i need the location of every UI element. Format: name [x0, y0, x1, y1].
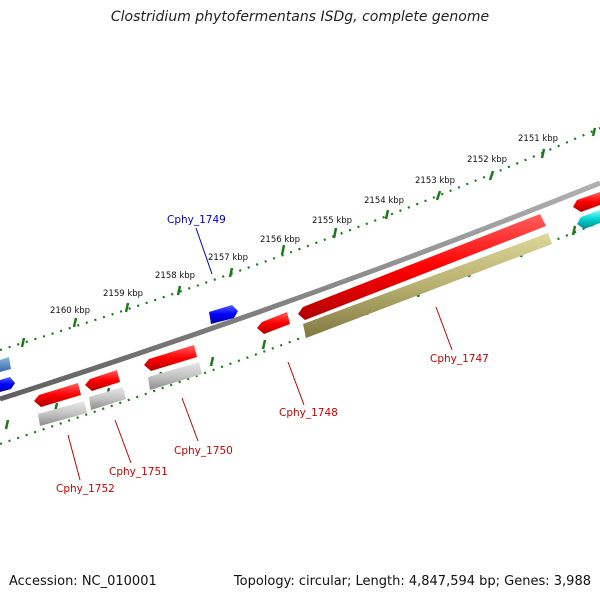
gene-label-cphy-1749[interactable]: Cphy_1749 [167, 214, 226, 226]
gene-label-cphy-1750[interactable]: Cphy_1750 [174, 445, 233, 457]
accession-text: Accession: NC_010001 [9, 574, 157, 589]
cds-cphy-1751[interactable] [89, 387, 126, 410]
outer-scale-ring [0, 126, 600, 352]
genome-backbone [0, 180, 600, 402]
gene-cphy-1748[interactable] [257, 312, 290, 334]
gene-left-edge-blue-lower[interactable] [0, 377, 15, 392]
cds-cphy-1747[interactable] [303, 233, 552, 338]
gene-cphy-1752[interactable] [34, 383, 81, 407]
reverse-genes [34, 214, 552, 426]
gene-cphy-1751[interactable] [85, 370, 120, 391]
inner-scale-ring [0, 220, 600, 446]
scale-label: 2157 kbp [208, 253, 248, 263]
label-leaders [67, 227, 453, 481]
gene-label-cphy-1752[interactable]: Cphy_1752 [56, 483, 115, 495]
gene-left-edge-blue-upper[interactable] [0, 357, 11, 372]
gene-right-edge-cyan[interactable] [577, 210, 600, 229]
scale-label: 2155 kbp [312, 216, 352, 226]
scale-label: 2152 kbp [467, 155, 507, 165]
page-title: Clostridium phytofermentans ISDg, comple… [110, 9, 490, 25]
gene-label-cphy-1751[interactable]: Cphy_1751 [109, 466, 168, 478]
gene-cphy-1749[interactable] [209, 305, 238, 324]
genome-summary-text: Topology: circular; Length: 4,847,594 bp… [233, 574, 591, 589]
scale-label: 2156 kbp [260, 235, 300, 245]
gene-cphy-1750[interactable] [144, 345, 197, 371]
cds-cphy-1750[interactable] [148, 362, 202, 390]
cds-cphy-1752[interactable] [38, 401, 87, 426]
gene-right-edge-red[interactable] [573, 192, 600, 212]
scale-label: 2154 kbp [364, 196, 404, 206]
gene-label-cphy-1748[interactable]: Cphy_1748 [279, 407, 338, 419]
gene-cphy-1747[interactable] [298, 214, 546, 320]
scale-label: 2159 kbp [103, 289, 143, 299]
scale-label: 2153 kbp [415, 176, 455, 186]
scale-label: 2160 kbp [50, 306, 90, 316]
gene-label-cphy-1747[interactable]: Cphy_1747 [430, 353, 489, 365]
scale-label: 2158 kbp [155, 271, 195, 281]
forward-genes [0, 192, 600, 392]
scale-major-ticks [20, 127, 597, 348]
scale-label: 2151 kbp [518, 134, 558, 144]
